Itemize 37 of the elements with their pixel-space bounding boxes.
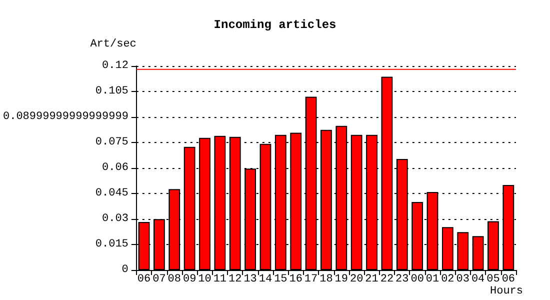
x-tick-label: 08 [168,274,181,286]
x-tick-label: 22 [380,274,394,286]
x-tick-label: 10 [198,274,212,286]
x-tick-label: 07 [152,274,166,286]
x-tick-label: 06 [502,274,516,286]
x-tick-label: 17 [304,274,318,286]
x-tick-label: 00 [410,274,424,286]
x-tick-label: 20 [350,274,364,286]
y-tick-label: 0.06 [102,162,128,174]
x-tick-label: 11 [213,274,227,286]
x-tick-label: 04 [471,274,486,286]
x-tick-label: 15 [274,274,288,286]
y-tick-label: 0.08999999999999999 [3,111,128,123]
x-tick-label: 05 [486,274,500,286]
x-tick-label: 19 [334,274,348,286]
x-tick-label: 14 [258,274,272,286]
x-tick-label: 06 [137,274,151,286]
y-tick-label: 0.015 [95,238,128,250]
x-tick-label: 12 [228,274,242,286]
y-axis-title: Art/sec [90,38,136,50]
x-tick-label: 03 [456,274,470,286]
x-tick-label: 13 [244,274,257,286]
x-tick-label: 21 [365,274,379,286]
x-axis-title: Hours [490,286,524,298]
y-tick-label: 0.03 [102,213,128,225]
x-tick-label: 23 [396,274,409,286]
x-tick-label: 02 [441,274,454,286]
chart-title: Incoming articles [214,18,336,32]
y-tick-label: 0 [122,264,128,276]
x-tick-label: 16 [289,274,302,286]
y-tick-label: 0.075 [95,136,128,148]
x-tick-label: 09 [182,274,196,286]
y-tick-label: 0.105 [95,86,128,98]
x-tick-label: 18 [320,274,333,286]
y-tick-label: 0.045 [95,188,128,200]
y-tick-label: 0.12 [102,60,128,72]
x-tick-label: 01 [426,274,440,286]
